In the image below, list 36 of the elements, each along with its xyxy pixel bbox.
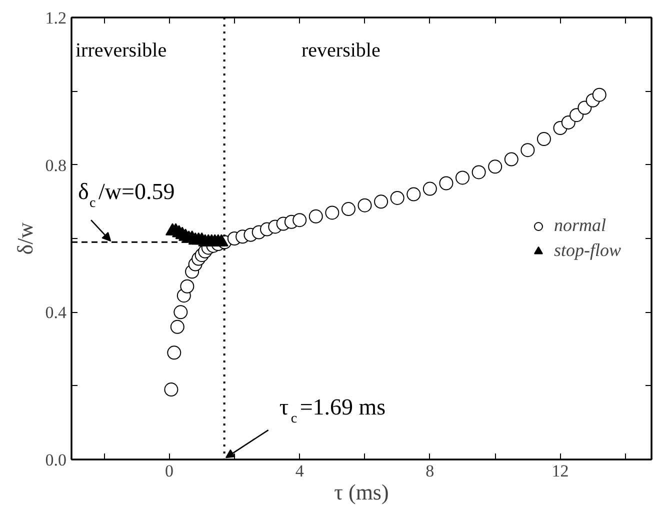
- legend-label: normal: [554, 215, 606, 236]
- point: [180, 279, 194, 294]
- point: [520, 143, 535, 158]
- legend-label: stop-flow: [554, 240, 621, 261]
- x-tick-label: 12: [552, 462, 569, 480]
- point: [374, 194, 388, 209]
- point: [406, 187, 421, 202]
- x-tick-label: 0: [165, 462, 174, 480]
- point: [358, 198, 372, 212]
- point: [308, 209, 323, 224]
- x-tick-label: 4: [295, 462, 304, 480]
- point: [536, 132, 551, 146]
- point: [174, 305, 188, 320]
- point: [170, 320, 184, 334]
- point: [422, 182, 437, 196]
- y-axis-title: δ/w: [12, 222, 38, 255]
- point: [164, 382, 178, 397]
- point: [488, 160, 502, 174]
- y-tick-label: 0.4: [45, 303, 67, 322]
- x-tick-label: 8: [426, 462, 434, 480]
- point: [472, 165, 486, 180]
- annotation: reversible: [302, 40, 380, 62]
- y-tick-label: 1.2: [45, 8, 66, 28]
- point: [167, 346, 182, 360]
- point: [439, 176, 454, 190]
- point: [325, 206, 340, 220]
- y-tick-label: 0.8: [45, 156, 66, 175]
- point: [456, 170, 470, 185]
- point: [592, 88, 606, 102]
- annotation: irreversible: [76, 40, 167, 62]
- x-axis-title: τ (ms): [334, 480, 389, 504]
- point: [341, 202, 356, 216]
- point: [504, 152, 518, 166]
- y-tick-label: 0.0: [45, 450, 66, 470]
- point: [390, 190, 404, 205]
- point: [292, 213, 307, 228]
